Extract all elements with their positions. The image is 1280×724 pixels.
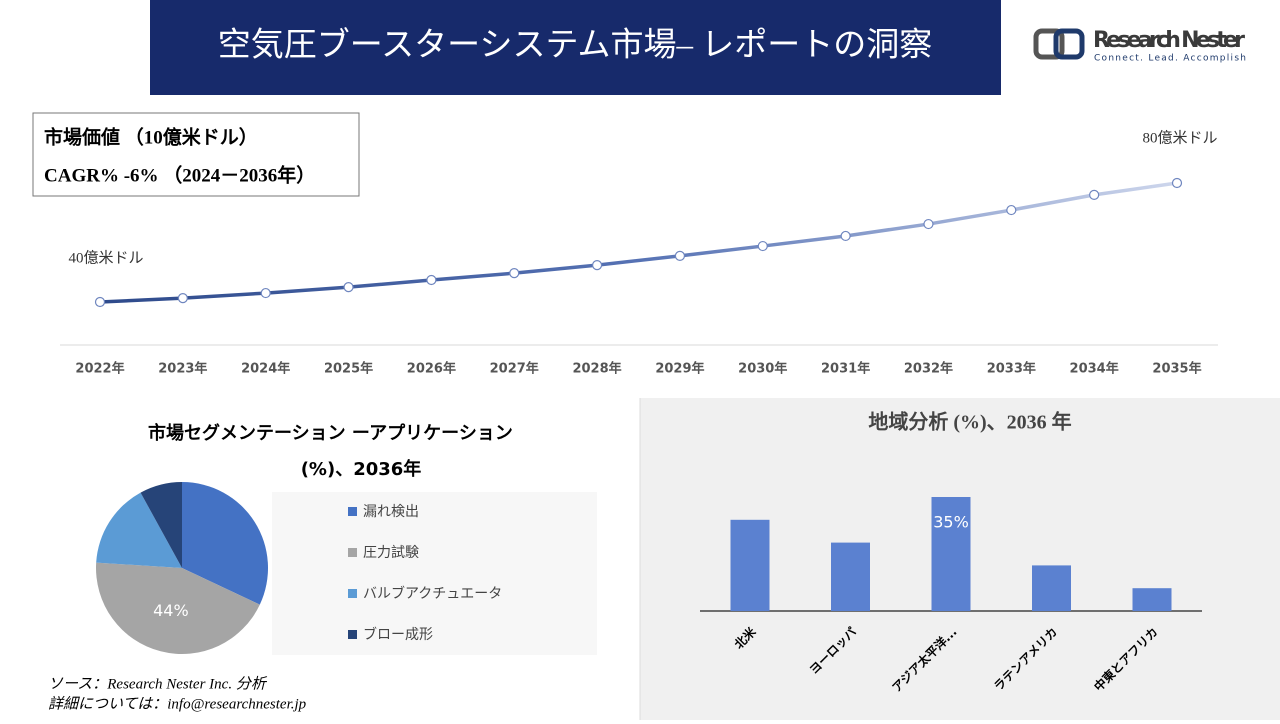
value-label: 44% xyxy=(153,601,189,620)
summary-box xyxy=(32,112,360,197)
x-tick-label: 2027年 xyxy=(490,361,539,377)
legend-label: 漏れ検出 xyxy=(363,504,419,520)
point xyxy=(426,274,437,286)
point xyxy=(94,296,106,308)
line xyxy=(99,181,1178,304)
page-title: 空気圧ブースターシステム市場– レポートの洞察 xyxy=(218,27,932,64)
bar xyxy=(931,497,971,611)
point xyxy=(923,218,934,230)
legend-label: バルブアクチュエータ xyxy=(363,585,502,602)
point xyxy=(840,230,851,242)
x-tick-label: 2024年 xyxy=(241,361,290,377)
legend-label: ブロー成形 xyxy=(363,626,433,643)
x-tick-label: 2035年 xyxy=(1152,361,1201,377)
pie-legend-bg xyxy=(272,492,597,655)
bar-title: 地域分析 (%)、2036 年 xyxy=(868,410,1071,434)
point xyxy=(260,287,271,299)
point xyxy=(591,260,603,271)
bar xyxy=(831,542,870,611)
point xyxy=(343,282,354,293)
point xyxy=(177,293,188,304)
x-tick-label: 2034年 xyxy=(1070,361,1119,377)
title-banner xyxy=(150,0,1001,95)
bar xyxy=(1032,565,1071,611)
contact: 詳細については：info@researchnester.jp xyxy=(48,695,307,712)
pie-subtitle: (%)、2036年 xyxy=(301,458,422,480)
bar xyxy=(1132,588,1172,611)
x-tick-label: 2025年 xyxy=(324,361,373,377)
x-tick-label: 2030年 xyxy=(738,361,787,377)
logo-name: Research Nester xyxy=(1093,28,1245,53)
point xyxy=(757,240,768,252)
cagr-label: CAGR% -6% （2024－2036年） xyxy=(44,163,315,186)
x-tick-label: 2031年 xyxy=(821,361,870,377)
legend-swatch xyxy=(348,548,357,557)
logo: Research Nester Connect. Lead. Accomplis… xyxy=(1033,28,1246,64)
market-value-label: 市場価値 （10億米ドル） xyxy=(44,125,258,148)
point xyxy=(1171,177,1183,189)
point xyxy=(674,250,686,261)
bar xyxy=(730,519,770,611)
value-label: 40億米ドル xyxy=(68,249,143,266)
x-tick-label: 2032年 xyxy=(904,361,953,377)
x-tick-label: 2028年 xyxy=(572,361,621,377)
x-tick-label: 2026年 xyxy=(407,361,456,377)
point xyxy=(1006,204,1017,216)
value-label: 80億米ドル xyxy=(1142,129,1217,146)
point xyxy=(1089,189,1100,200)
pie-slice xyxy=(96,492,182,568)
source: ソース：Research Nester Inc. 分析 xyxy=(48,675,268,692)
legend-label: 圧力試験 xyxy=(363,545,419,561)
logo-tagline: Connect. Lead. Accomplish xyxy=(1094,54,1246,64)
x-tick-label: 2029年 xyxy=(655,361,704,377)
legend-swatch xyxy=(348,630,357,639)
pie-slice xyxy=(96,562,260,654)
point xyxy=(509,268,520,279)
value-label: 35% xyxy=(933,513,969,532)
x-tick-label: 2033年 xyxy=(987,361,1036,377)
pie-slice xyxy=(140,482,182,568)
legend-swatch xyxy=(348,589,357,598)
pie-slice xyxy=(182,482,268,605)
x-tick-label: 2022年 xyxy=(75,361,124,377)
x-tick-label: 2023年 xyxy=(158,361,207,377)
pie-title: 市場セグメンテーション ーアプリケーション xyxy=(148,422,513,444)
legend-swatch xyxy=(348,507,357,516)
